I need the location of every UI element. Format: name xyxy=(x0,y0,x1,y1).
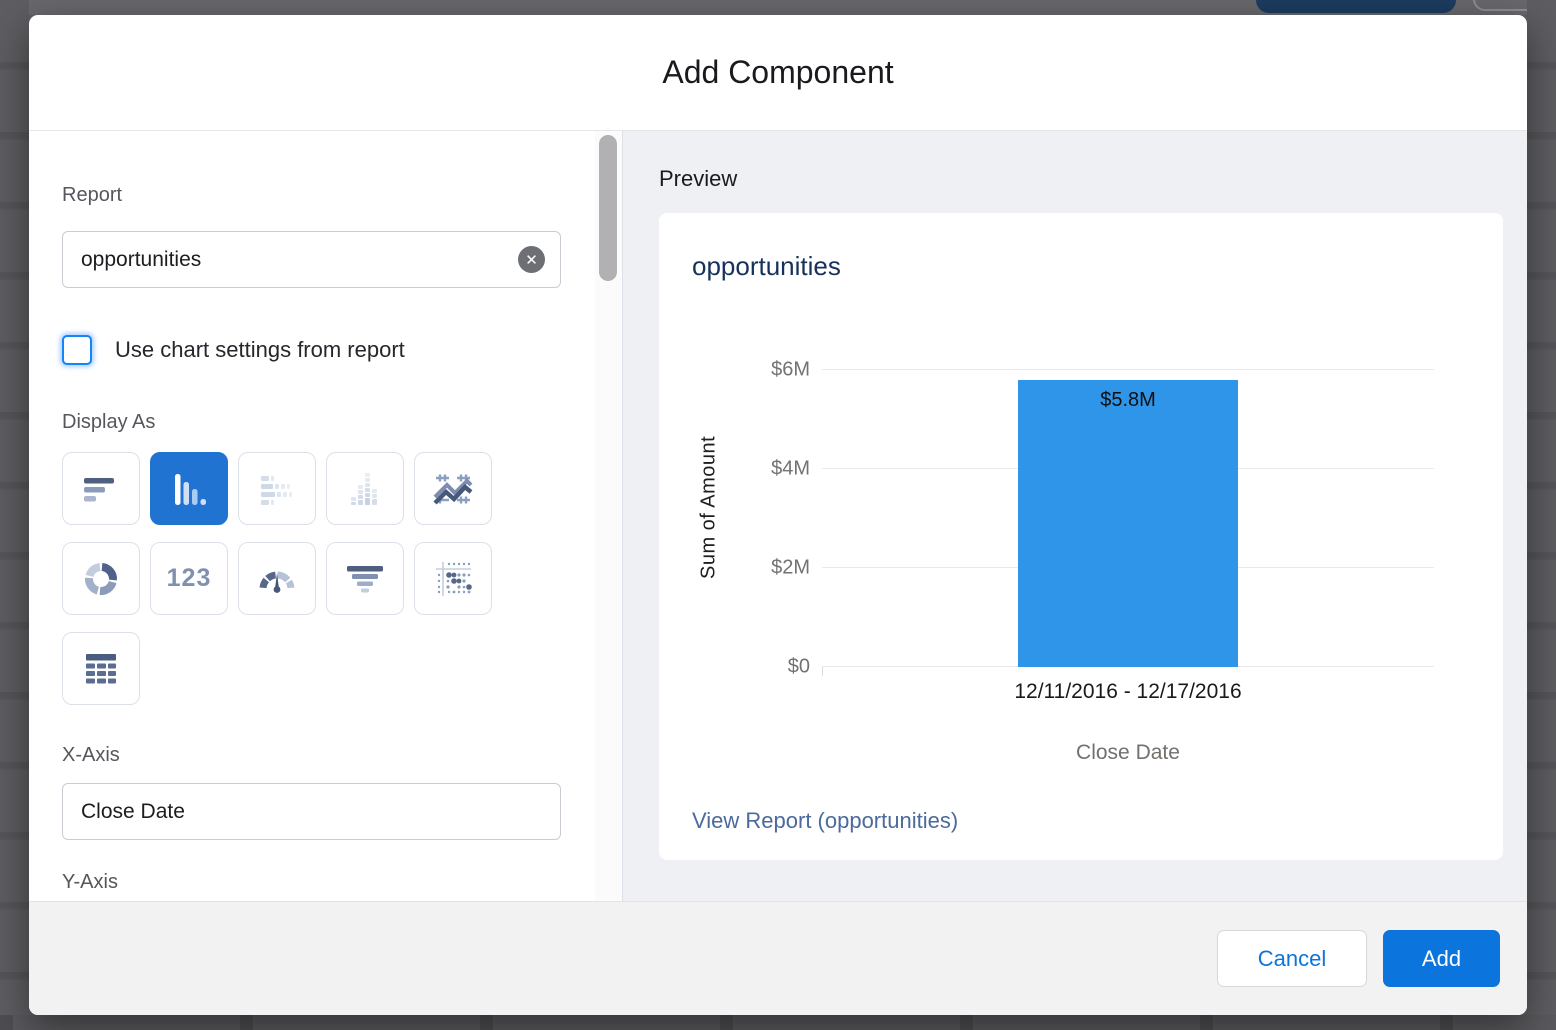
vertical-bar-chart-icon xyxy=(175,473,206,505)
chart-x-axis-title: Close Date xyxy=(1076,741,1180,764)
dimmed-page-background xyxy=(0,0,1556,15)
view-report-link[interactable]: View Report (opportunities) xyxy=(692,808,959,833)
display-option-gauge[interactable] xyxy=(238,542,316,615)
metric-123-icon: 123 xyxy=(166,564,212,592)
x-axis-select[interactable] xyxy=(62,783,561,840)
bar-chart-plot: $0 $2M $4M $6M $5.8M xyxy=(771,348,1434,678)
display-option-stacked-vertical-bar-chart[interactable] xyxy=(326,452,404,525)
dialog-header: Add Component xyxy=(29,15,1527,131)
use-chart-settings-checkbox[interactable] xyxy=(62,335,92,365)
display-option-table[interactable] xyxy=(62,632,140,705)
y-tick-0: $0 xyxy=(787,655,810,678)
background-outline-button xyxy=(1473,0,1556,11)
chart-bar: $5.8M xyxy=(1018,380,1238,667)
add-component-dialog: Add Component Report ✕ Use chart setting… xyxy=(29,15,1527,1015)
line-chart-icon xyxy=(433,474,473,505)
y-tick-6m: $6M xyxy=(771,358,810,381)
dimmed-page-left-edge xyxy=(0,0,29,1030)
use-chart-settings-row: Use chart settings from report xyxy=(62,335,561,365)
y-tick-4m: $4M xyxy=(771,457,810,480)
dialog-title: Add Component xyxy=(662,54,894,90)
chart-y-axis-title: Sum of Amount xyxy=(697,435,720,580)
display-option-vertical-bar-chart[interactable] xyxy=(150,452,228,525)
display-option-scatter-chart[interactable] xyxy=(414,542,492,615)
preview-heading: Preview xyxy=(659,166,738,191)
x-category-label: 12/11/2016 - 12/17/2016 xyxy=(1014,680,1242,703)
dimmed-page-table-bottom xyxy=(0,1015,1556,1030)
settings-scrollbar-track[interactable] xyxy=(595,131,622,901)
preview-chart-card: opportunities Sum of Amount $0 $2M $4M $… xyxy=(659,213,1503,860)
chart-title: opportunities xyxy=(692,251,841,281)
report-field-wrapper: ✕ xyxy=(62,231,561,288)
display-option-line-chart[interactable] xyxy=(414,452,492,525)
horizontal-bar-chart-icon xyxy=(84,477,114,501)
cancel-button[interactable]: Cancel xyxy=(1217,930,1367,987)
display-as-label: Display As xyxy=(62,411,156,433)
scatter-chart-icon xyxy=(436,561,472,596)
dimmed-page-right-edge xyxy=(1527,0,1556,1030)
display-option-donut-chart[interactable] xyxy=(62,542,140,615)
preview-panel: Preview opportunities Sum of Amount $0 $… xyxy=(622,131,1527,901)
add-button[interactable]: Add xyxy=(1383,930,1500,987)
display-option-metric[interactable]: 123 xyxy=(150,542,228,615)
background-navy-button xyxy=(1256,0,1456,13)
funnel-icon xyxy=(347,565,383,592)
y-tick-2m: $2M xyxy=(771,556,810,579)
x-axis-field-wrapper xyxy=(62,783,561,840)
gauge-icon xyxy=(259,571,295,593)
display-option-funnel[interactable] xyxy=(326,542,404,615)
table-icon xyxy=(86,653,116,683)
display-as-options: 123 xyxy=(62,452,492,705)
x-axis-label: X-Axis xyxy=(62,744,120,766)
report-label: Report xyxy=(62,184,123,206)
stacked-vertical-bar-chart-icon xyxy=(351,472,377,505)
dialog-footer: Cancel Add xyxy=(29,901,1527,1015)
component-settings-panel: Report ✕ Use chart settings from report … xyxy=(29,131,595,901)
display-option-stacked-horizontal-bar-chart[interactable] xyxy=(238,452,316,525)
report-input[interactable] xyxy=(62,231,561,288)
dialog-body: Report ✕ Use chart settings from report … xyxy=(29,131,1527,901)
y-axis-label: Y-Axis xyxy=(62,871,118,893)
clear-report-icon[interactable]: ✕ xyxy=(518,246,545,273)
settings-scrollbar-thumb[interactable] xyxy=(599,135,617,281)
stacked-horizontal-bar-chart-icon xyxy=(261,475,292,505)
use-chart-settings-label: Use chart settings from report xyxy=(115,337,405,362)
gridline-6m xyxy=(822,369,1434,371)
bar-value-label: $5.8M xyxy=(1100,389,1156,412)
display-option-horizontal-bar-chart[interactable] xyxy=(62,452,140,525)
donut-chart-icon xyxy=(85,562,117,595)
